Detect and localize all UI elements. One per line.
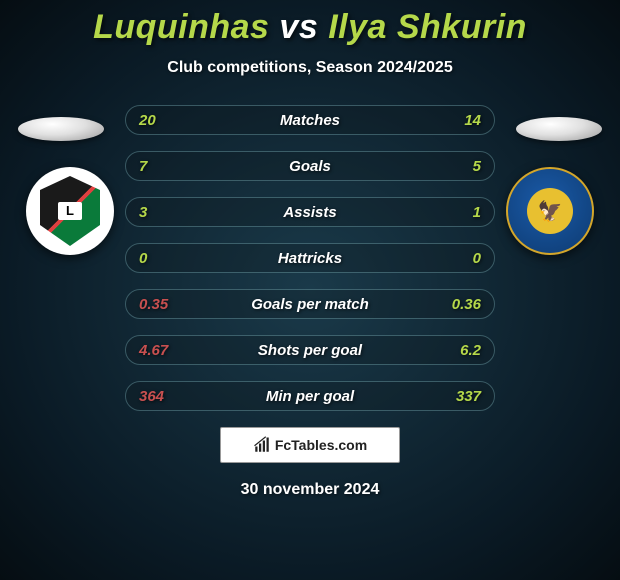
stat-label: Hattricks — [125, 250, 495, 267]
content-area: 🦅 20Matches14 7Goals5 3Assists1 0Hattricks0… — [0, 105, 620, 499]
stat-row: 4.67Shots per goal6.2 — [125, 335, 495, 365]
player1-club-badge — [26, 167, 114, 255]
player2-head-placeholder — [516, 117, 602, 141]
legia-shield-icon — [40, 176, 100, 246]
stat-label: Matches — [125, 112, 495, 129]
snapshot-date: 30 november 2024 — [0, 481, 620, 499]
subtitle: Club competitions, Season 2024/2025 — [0, 59, 620, 77]
stat-row: 364Min per goal337 — [125, 381, 495, 411]
stats-table: 20Matches14 7Goals5 3Assists1 0Hattricks0 0.… — [125, 105, 495, 411]
stat-label: Assists — [125, 204, 495, 221]
vs-separator: vs — [279, 8, 318, 46]
stat-row: 3Assists1 — [125, 197, 495, 227]
stat-row: 0.35Goals per match0.36 — [125, 289, 495, 319]
stat-label: Shots per goal — [125, 342, 495, 359]
stat-row: 20Matches14 — [125, 105, 495, 135]
stat-label: Min per goal — [125, 388, 495, 405]
player1-name: Luquinhas — [93, 8, 269, 46]
stal-eagle-icon: 🦅 — [527, 188, 573, 234]
comparison-title: Luquinhas vs Ilya Shkurin — [0, 0, 620, 47]
stat-row: 0Hattricks0 — [125, 243, 495, 273]
player2-name: Ilya Shkurin — [328, 8, 527, 46]
player1-head-placeholder — [18, 117, 104, 141]
stat-label: Goals per match — [125, 296, 495, 313]
player2-club-badge: 🦅 — [506, 167, 594, 255]
brand-footer[interactable]: FcTables.com — [220, 427, 400, 463]
stat-row: 7Goals5 — [125, 151, 495, 181]
stat-label: Goals — [125, 158, 495, 175]
brand-text: FcTables.com — [275, 437, 367, 453]
chart-icon — [253, 436, 271, 454]
